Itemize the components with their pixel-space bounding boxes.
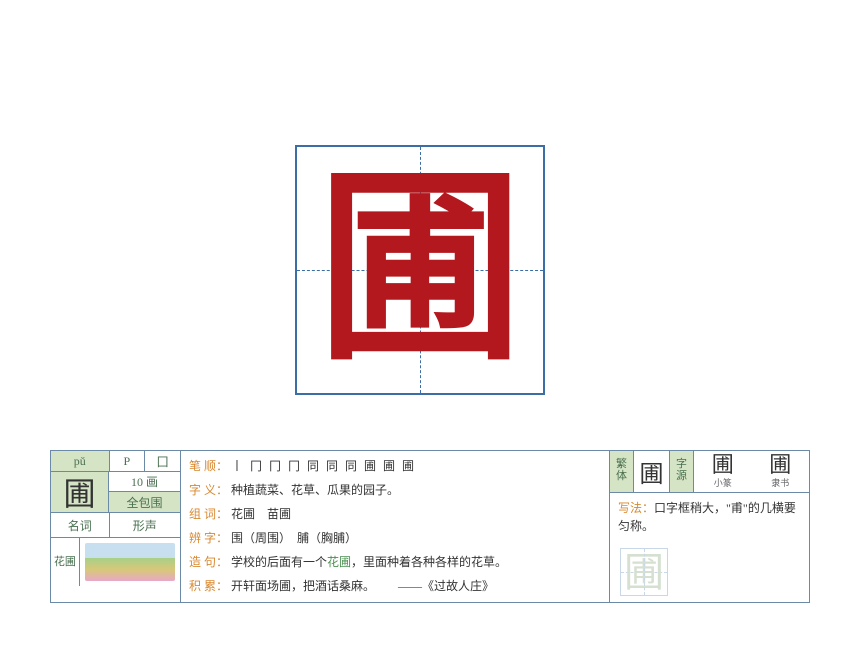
etym-seal-glyph: 圃 xyxy=(712,454,734,476)
sentence-row: 造 句： 学校的后面有一个花圃，里面种着各种各样的花草。 xyxy=(189,552,601,573)
structure: 全包围 xyxy=(108,492,180,512)
accum-text: 开轩面场圃，把酒话桑麻。 xyxy=(231,579,375,593)
etym-seal-caption: 小篆 xyxy=(712,476,734,489)
stroke-order-row: 笔 顺： 丨 冂 冂 冂 同 同 同 圃 圃 圃 xyxy=(189,456,601,477)
accumulation-row: 积 累： 开轩面场圃，把酒话桑麻。 ——《过故人庄》 xyxy=(189,576,601,597)
example-image xyxy=(79,538,180,586)
etym-clerical-glyph: 圃 xyxy=(769,454,791,476)
main-character: 圃 xyxy=(297,147,543,397)
right-column: 繁体 圃 字源 圃 小篆 圃 隶书 写法：口字框稍大，"甫"的几横要匀称。 圃 xyxy=(609,451,809,602)
main-character-grid: 圃 xyxy=(295,145,545,395)
etym-seal: 圃 小篆 xyxy=(712,454,734,489)
accum-source: ——《过故人庄》 xyxy=(398,579,494,593)
sentence-highlight: 花圃 xyxy=(327,555,351,569)
sentence-post: ，里面种着各种各样的花草。 xyxy=(351,555,507,569)
practice-ghost-char: 圃 xyxy=(621,549,667,597)
info-panel: pǔ P 囗 圃 10 画 全包围 名词 形声 花圃 笔 顺： 丨 冂 冂 冂 … xyxy=(50,450,810,603)
stroke-order-label: 笔 顺： xyxy=(189,459,228,473)
distinguish-label: 辨 字： xyxy=(189,531,228,545)
stroke-count: 10 画 xyxy=(108,472,180,492)
meaning-text: 种植蔬菜、花草、瓜果的园子。 xyxy=(231,483,399,497)
part-of-speech: 名词 xyxy=(51,513,109,537)
practice-grid: 圃 xyxy=(620,548,668,596)
right-top-row: 繁体 圃 字源 圃 小篆 圃 隶书 xyxy=(610,451,809,493)
radical: 囗 xyxy=(144,451,180,471)
sentence-pre: 学校的后面有一个 xyxy=(231,555,327,569)
meaning-label: 字 义： xyxy=(189,483,228,497)
distinguish-row: 辨 字： 围（周围） 脯（胸脯） xyxy=(189,528,601,549)
etymology-glyphs: 圃 小篆 圃 隶书 xyxy=(694,451,809,492)
big-character: 圃 xyxy=(51,472,108,512)
meaning-row: 字 义： 种植蔬菜、花草、瓜果的园子。 xyxy=(189,480,601,501)
left-column: pǔ P 囗 圃 10 画 全包围 名词 形声 花圃 xyxy=(51,451,181,602)
words-text: 花圃 苗圃 xyxy=(231,507,291,521)
initial-consonant: P xyxy=(109,451,145,471)
practice-box-area: 圃 xyxy=(610,541,809,602)
distinguish-text: 围（周围） 脯（胸脯） xyxy=(231,531,357,545)
etymology-label: 字源 xyxy=(670,451,694,492)
accum-label: 积 累： xyxy=(189,579,228,593)
words-row: 组 词： 花圃 苗圃 xyxy=(189,504,601,525)
garden-illustration xyxy=(85,543,175,581)
pinyin: pǔ xyxy=(51,451,109,471)
stroke-order-sequence: 丨 冂 冂 冂 同 同 同 圃 圃 圃 xyxy=(231,459,416,473)
sentence-label: 造 句： xyxy=(189,555,228,569)
traditional-char: 圃 xyxy=(634,451,670,492)
writing-label: 写法： xyxy=(618,501,654,515)
middle-column: 笔 顺： 丨 冂 冂 冂 同 同 同 圃 圃 圃 字 义： 种植蔬菜、花草、瓜果… xyxy=(181,451,609,602)
example-word: 花圃 xyxy=(51,538,79,586)
etym-clerical-caption: 隶书 xyxy=(769,476,791,489)
etym-clerical: 圃 隶书 xyxy=(769,454,791,489)
formation-method: 形声 xyxy=(109,513,180,537)
traditional-label: 繁体 xyxy=(610,451,634,492)
writing-method: 写法：口字框稍大，"甫"的几横要匀称。 xyxy=(610,493,809,541)
words-label: 组 词： xyxy=(189,507,228,521)
